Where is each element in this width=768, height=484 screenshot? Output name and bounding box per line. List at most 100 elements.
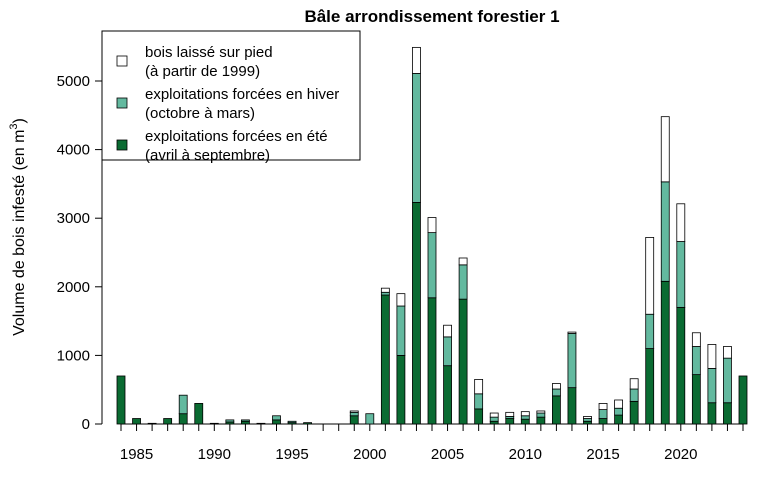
bar-segment bbox=[552, 388, 561, 397]
bar-segment bbox=[303, 422, 313, 425]
legend-label: exploitations forcées en hiver bbox=[145, 86, 339, 103]
y-tick-label: 3000 bbox=[57, 210, 90, 227]
legend-label: bois laissé sur pied bbox=[145, 44, 273, 61]
bar-segment bbox=[147, 422, 157, 425]
bar-segment bbox=[396, 293, 406, 307]
bar-segment bbox=[583, 420, 592, 425]
bar-segment bbox=[552, 395, 561, 425]
x-tick-label: 2000 bbox=[353, 446, 386, 463]
bar-segment bbox=[396, 354, 406, 425]
bar-segment bbox=[225, 419, 235, 423]
legend-label: (à partir de 1999) bbox=[145, 63, 260, 80]
x-tick-label: 2015 bbox=[586, 446, 619, 463]
bar-segment bbox=[163, 418, 173, 425]
bar-segment bbox=[691, 346, 701, 376]
y-axis-label-superscript: 3 bbox=[8, 123, 20, 129]
bar-segment bbox=[505, 418, 515, 425]
legend-box bbox=[101, 30, 361, 161]
bar-segment bbox=[629, 378, 639, 390]
bar-segment bbox=[412, 202, 421, 425]
bar-segment bbox=[272, 415, 281, 421]
bar-segment bbox=[412, 46, 421, 74]
bar-segment bbox=[645, 237, 655, 315]
bar-segment bbox=[427, 297, 437, 425]
x-tick-label: 1995 bbox=[275, 446, 308, 463]
bar-segment bbox=[116, 375, 126, 425]
legend-label: (avril à septembre) bbox=[145, 147, 270, 164]
y-axis-label-close: ) bbox=[11, 118, 28, 123]
x-tick-label: 2010 bbox=[509, 446, 542, 463]
bar-segment bbox=[443, 324, 452, 338]
bar-segment bbox=[520, 418, 530, 425]
bar-segment bbox=[598, 418, 608, 425]
bar-segment bbox=[520, 415, 530, 420]
bar-segment bbox=[489, 416, 499, 422]
y-axis-title: Volume de bois infesté (en m3) bbox=[8, 118, 28, 336]
svg-text:Volume de bois infesté (en m3): Volume de bois infesté (en m3) bbox=[8, 118, 28, 336]
bar-segment bbox=[567, 331, 577, 334]
bar-segment bbox=[380, 294, 390, 425]
bar-segment bbox=[536, 416, 546, 425]
bar-segment bbox=[645, 313, 655, 349]
bar-segment bbox=[552, 383, 561, 390]
y-tick-label: 5000 bbox=[57, 73, 90, 90]
bar-segment bbox=[380, 287, 390, 293]
bar-segment bbox=[458, 298, 468, 425]
bar-segment bbox=[474, 393, 484, 410]
bar-segment bbox=[272, 419, 281, 425]
bar-segment bbox=[412, 73, 421, 203]
bar-segment bbox=[396, 305, 406, 356]
bar-segment bbox=[723, 357, 732, 404]
bar-segment bbox=[489, 412, 499, 418]
bar-segment bbox=[660, 116, 670, 183]
y-tick-label: 1000 bbox=[57, 347, 90, 364]
bar-segment bbox=[536, 412, 546, 418]
bar-segment bbox=[707, 402, 717, 425]
bar-segment bbox=[738, 375, 748, 425]
bar-segment bbox=[676, 203, 686, 242]
bar-segment bbox=[598, 403, 608, 410]
bar-segment bbox=[629, 400, 639, 425]
y-tick-label: 4000 bbox=[57, 142, 90, 159]
bar-segment bbox=[256, 422, 266, 425]
bar-segment bbox=[427, 217, 437, 234]
legend-swatch bbox=[116, 139, 128, 151]
bar-segment bbox=[458, 264, 468, 300]
bar-segment bbox=[707, 344, 717, 369]
bar-segment bbox=[707, 368, 717, 404]
bar-segment bbox=[443, 336, 452, 367]
bar-segment bbox=[614, 399, 623, 409]
legend-swatch bbox=[116, 97, 128, 109]
x-tick-label: 2005 bbox=[431, 446, 464, 463]
bar-segment bbox=[349, 415, 359, 425]
bar-segment bbox=[614, 414, 623, 425]
chart-title: Bâle arrondissement forestier 1 bbox=[304, 7, 559, 26]
bar-segment bbox=[132, 418, 141, 425]
legend-label: exploitations forcées en été bbox=[145, 128, 328, 145]
bar-segment bbox=[209, 422, 219, 425]
bar-segment bbox=[614, 407, 623, 416]
bar-segment bbox=[598, 409, 608, 419]
bar-segment bbox=[660, 181, 670, 282]
bar-segment bbox=[676, 241, 686, 308]
bar-segment bbox=[458, 257, 468, 266]
bar-segment bbox=[567, 387, 577, 425]
bar-segment bbox=[380, 291, 390, 296]
bar-segment bbox=[723, 402, 732, 425]
y-tick-label: 0 bbox=[82, 416, 90, 433]
bar-segment bbox=[629, 388, 639, 402]
x-tick-label: 1985 bbox=[120, 446, 153, 463]
bar-segment bbox=[194, 403, 204, 425]
bar-segment bbox=[645, 348, 655, 425]
bar-segment bbox=[676, 306, 686, 425]
bar-segment bbox=[474, 408, 484, 425]
legend-swatch bbox=[116, 55, 128, 67]
bar-segment bbox=[349, 410, 359, 413]
bar-segment bbox=[660, 280, 670, 425]
bar-segment bbox=[567, 333, 577, 389]
y-axis-label-main: Volume de bois infesté (en m bbox=[11, 130, 28, 336]
x-tick-label: 2020 bbox=[664, 446, 697, 463]
bar-segment bbox=[240, 419, 250, 422]
bar-segment bbox=[443, 365, 452, 425]
